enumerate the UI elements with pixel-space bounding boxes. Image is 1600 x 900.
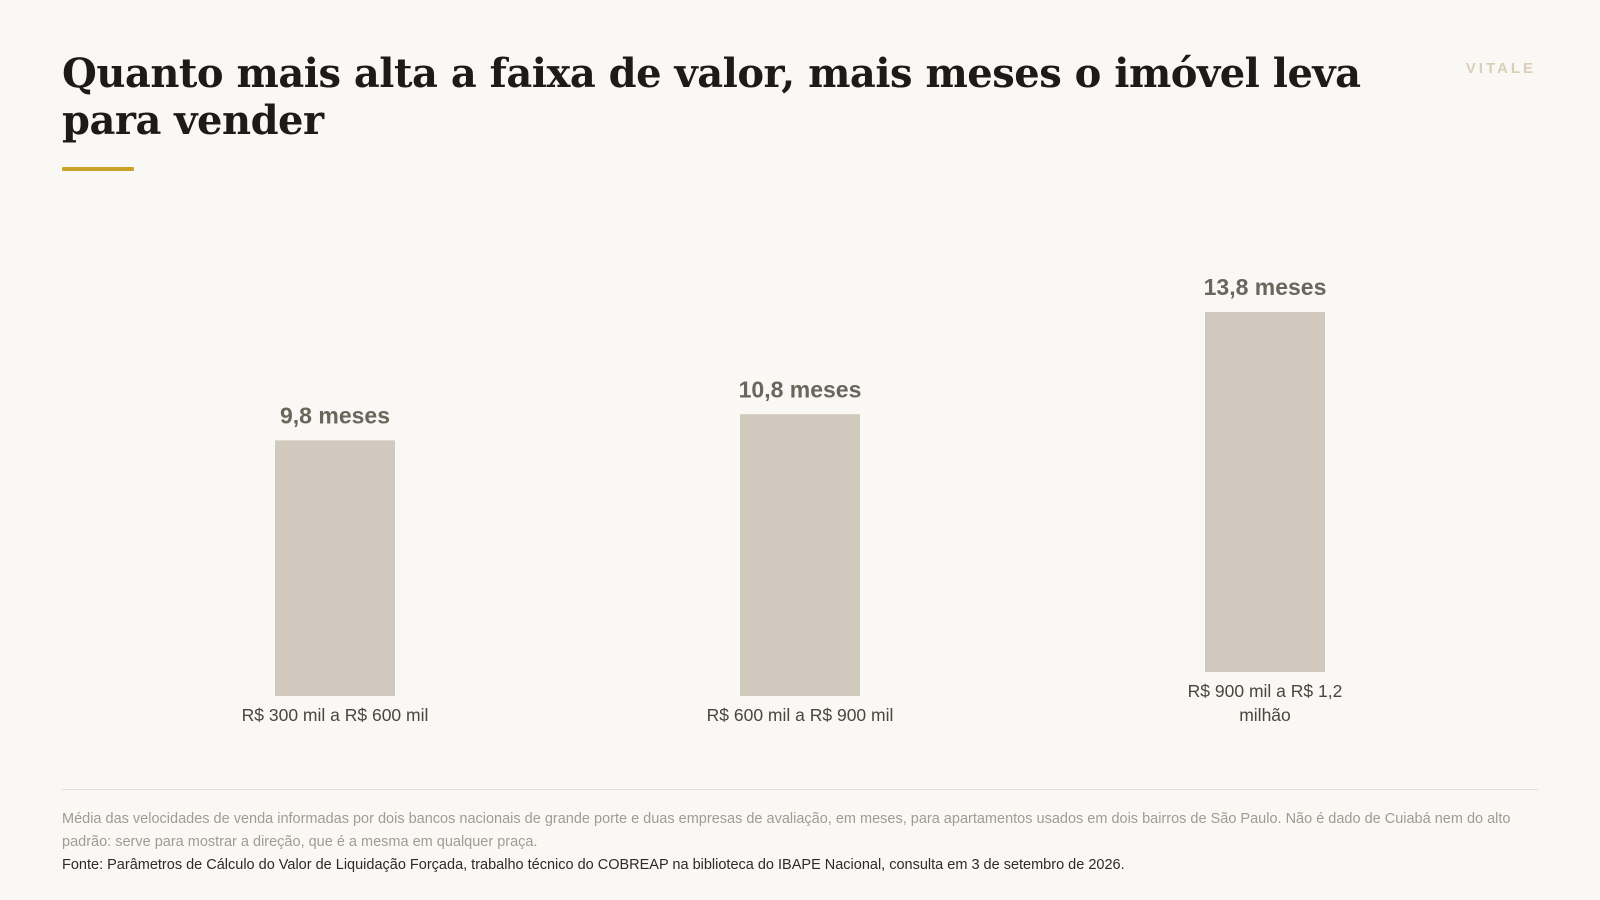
bar-value-label: 10,8 meses (739, 376, 862, 402)
footer-divider (62, 789, 1538, 790)
category-tick-label: R$ 900 mil a R$ 1,2 milhão (1188, 681, 1343, 725)
brand-logo: VITALE (1465, 60, 1536, 77)
bar-value-label: 13,8 meses (1204, 274, 1327, 300)
bar (740, 414, 860, 696)
chart-title: Quanto mais alta a faixa de valor, mais … (62, 50, 1361, 144)
bar (275, 440, 395, 696)
category-tick-label: R$ 300 mil a R$ 600 mil (242, 705, 429, 725)
bar (1205, 312, 1325, 672)
title-accent-rule (62, 167, 134, 171)
methodology-note: Média das velocidades de venda informada… (62, 811, 1511, 850)
bar-value-label: 9,8 meses (280, 402, 390, 428)
category-tick-label: R$ 600 mil a R$ 900 mil (707, 705, 894, 725)
bar-chart: 9,8 meses R$ 300 mil a R$ 600 mil 10,8 mes… (242, 274, 1343, 725)
source-citation: Fonte: Parâmetros de Cálculo do Valor de… (62, 857, 1125, 873)
